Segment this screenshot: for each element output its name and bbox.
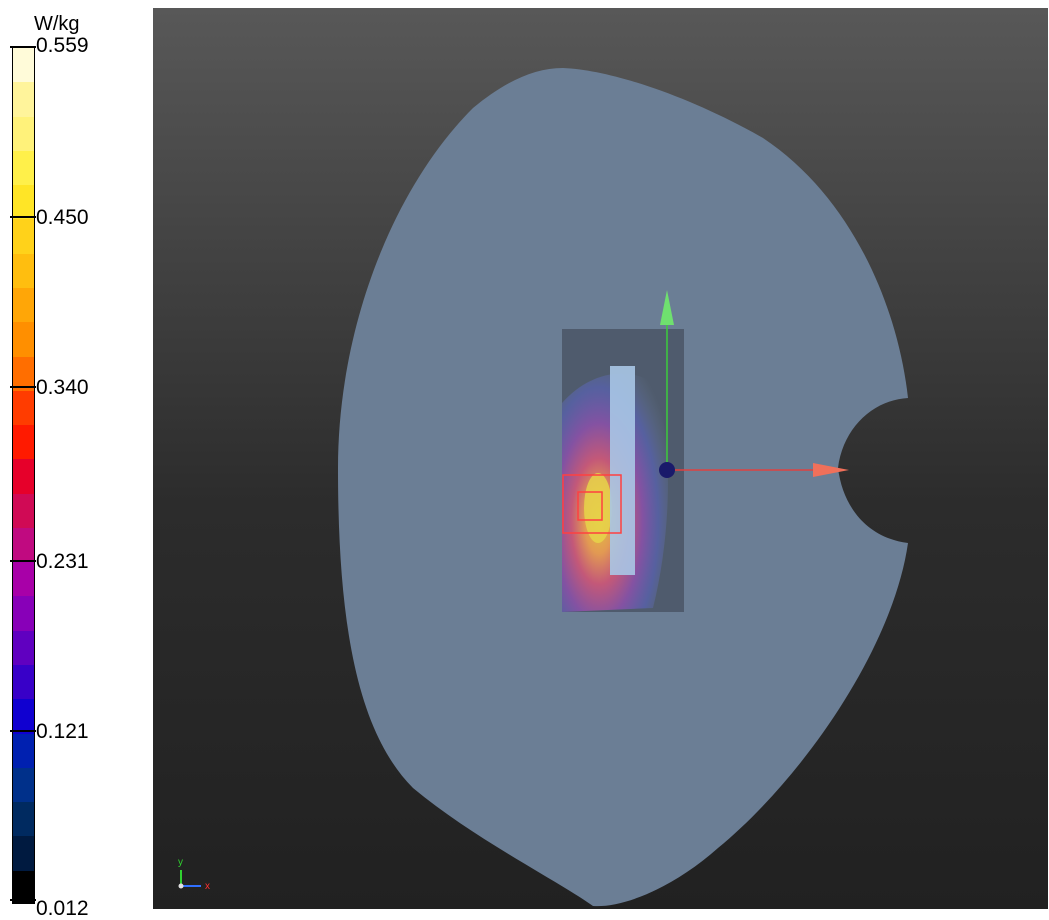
color-band xyxy=(13,253,34,289)
color-band xyxy=(13,699,34,735)
color-scale-tick-label: 0.121 xyxy=(36,720,89,743)
color-band xyxy=(13,425,34,461)
color-scale-tick xyxy=(10,560,36,562)
color-band xyxy=(13,733,34,769)
zoom-scan-inner xyxy=(577,491,603,521)
scene: y x xyxy=(178,68,908,907)
color-scale-tick xyxy=(10,730,36,732)
color-scale-tick-label: 0.231 xyxy=(36,550,89,573)
orientation-triad-icon: y x xyxy=(178,857,210,892)
color-band xyxy=(13,870,34,903)
y-axis-arrow-icon xyxy=(660,290,674,468)
color-band xyxy=(13,48,34,84)
color-scale-tick xyxy=(10,386,36,388)
color-scale-tick xyxy=(10,216,36,218)
color-scale-tick-label: 0.340 xyxy=(36,376,89,399)
color-band xyxy=(13,665,34,701)
color-band xyxy=(13,356,34,392)
color-band xyxy=(13,322,34,358)
origin-sphere-icon xyxy=(659,462,675,478)
antenna-bar xyxy=(610,366,635,575)
color-band xyxy=(13,287,34,324)
color-band xyxy=(13,562,34,598)
legend-unit-label: W/kg xyxy=(34,13,80,35)
color-scale-tick xyxy=(10,46,36,48)
color-scale-bar xyxy=(12,47,35,904)
color-band xyxy=(13,493,34,529)
3d-viewport[interactable]: y x xyxy=(153,8,1048,909)
color-band xyxy=(13,767,34,804)
color-band xyxy=(13,390,34,427)
color-band xyxy=(13,596,34,632)
color-scale-tick-label: 0.559 xyxy=(36,34,89,57)
color-band xyxy=(13,219,34,255)
color-scale-tick xyxy=(10,899,36,901)
color-scale-tick-label: 0.450 xyxy=(36,206,89,229)
triad-x-label: x xyxy=(205,881,210,892)
color-band xyxy=(13,527,34,564)
color-scale-tick-label: 0.012 xyxy=(36,897,89,920)
x-axis-arrow-icon xyxy=(667,463,849,477)
color-band xyxy=(13,459,34,495)
color-band xyxy=(13,630,34,667)
color-band xyxy=(13,185,34,221)
triad-y-label: y xyxy=(178,857,183,868)
color-band xyxy=(13,82,34,118)
color-band xyxy=(13,116,34,152)
color-band xyxy=(13,150,34,187)
zoom-scan-outer xyxy=(562,474,622,534)
color-band xyxy=(13,802,34,838)
color-band xyxy=(13,836,34,872)
